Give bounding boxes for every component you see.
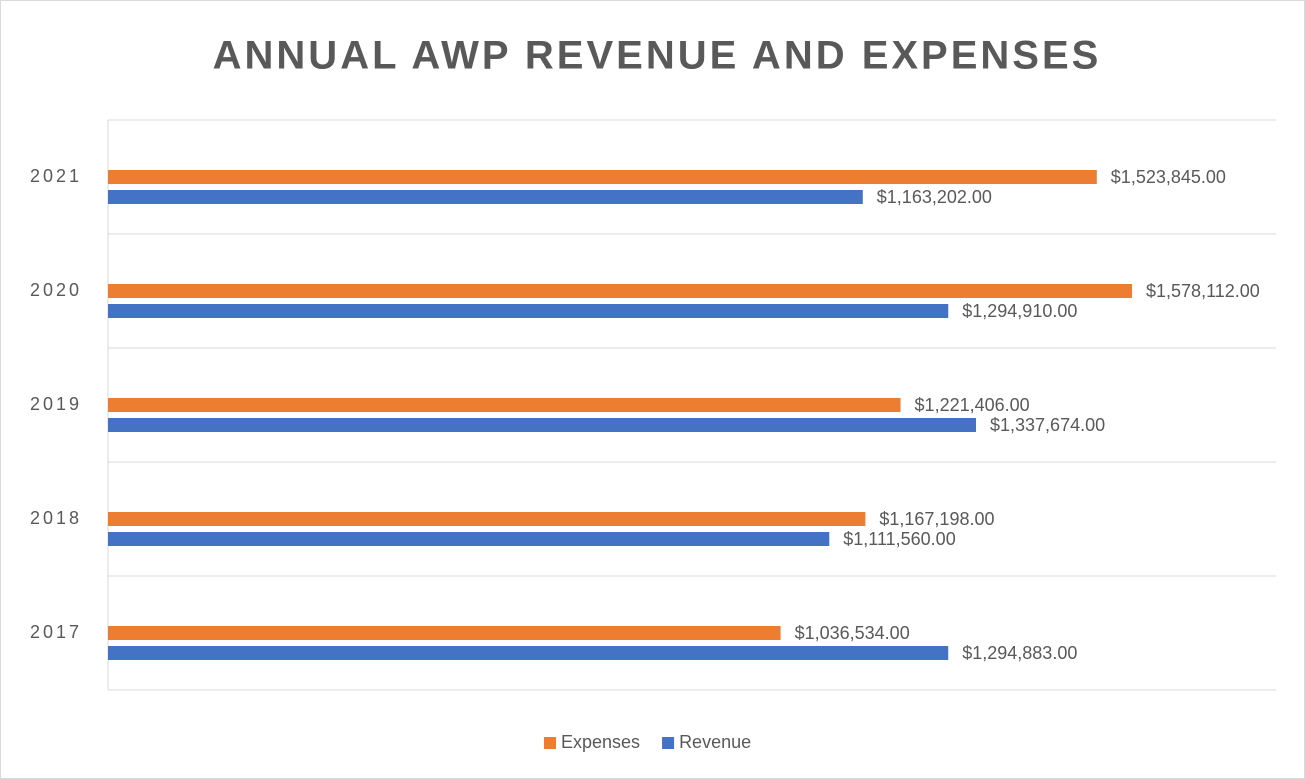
bar xyxy=(108,190,863,204)
y-tick-label: 2018 xyxy=(30,508,82,528)
bar xyxy=(108,626,781,640)
value-label: $1,337,674.00 xyxy=(990,415,1105,435)
bar xyxy=(108,418,977,432)
value-label: $1,111,560.00 xyxy=(843,529,955,549)
value-label: $1,036,534.00 xyxy=(795,623,910,643)
value-label: $1,523,845.00 xyxy=(1111,167,1226,187)
legend-swatch xyxy=(662,737,675,749)
value-label: $1,294,883.00 xyxy=(962,643,1077,663)
y-tick-label: 2021 xyxy=(30,166,82,186)
value-label: $1,163,202.00 xyxy=(877,187,992,207)
y-tick-label: 2019 xyxy=(30,394,82,414)
value-label: $1,221,406.00 xyxy=(915,395,1030,415)
y-tick-label: 2020 xyxy=(30,280,82,300)
bar xyxy=(108,532,830,546)
legend-label: Expenses xyxy=(561,732,640,752)
y-tick-label: 2017 xyxy=(30,622,82,642)
value-label: $1,167,198.00 xyxy=(879,509,994,529)
bar xyxy=(108,398,901,412)
legend-swatch xyxy=(544,737,556,749)
bar xyxy=(108,304,949,318)
bar xyxy=(108,512,866,526)
legend-label: Revenue xyxy=(679,732,751,752)
bar xyxy=(108,646,949,660)
bar xyxy=(108,284,1133,298)
bar xyxy=(108,170,1097,184)
value-label: $1,578,112.00 xyxy=(1146,281,1260,301)
chart-title: ANNUAL AWP REVENUE AND EXPENSES xyxy=(213,34,1102,78)
value-label: $1,294,910.00 xyxy=(962,301,1077,321)
